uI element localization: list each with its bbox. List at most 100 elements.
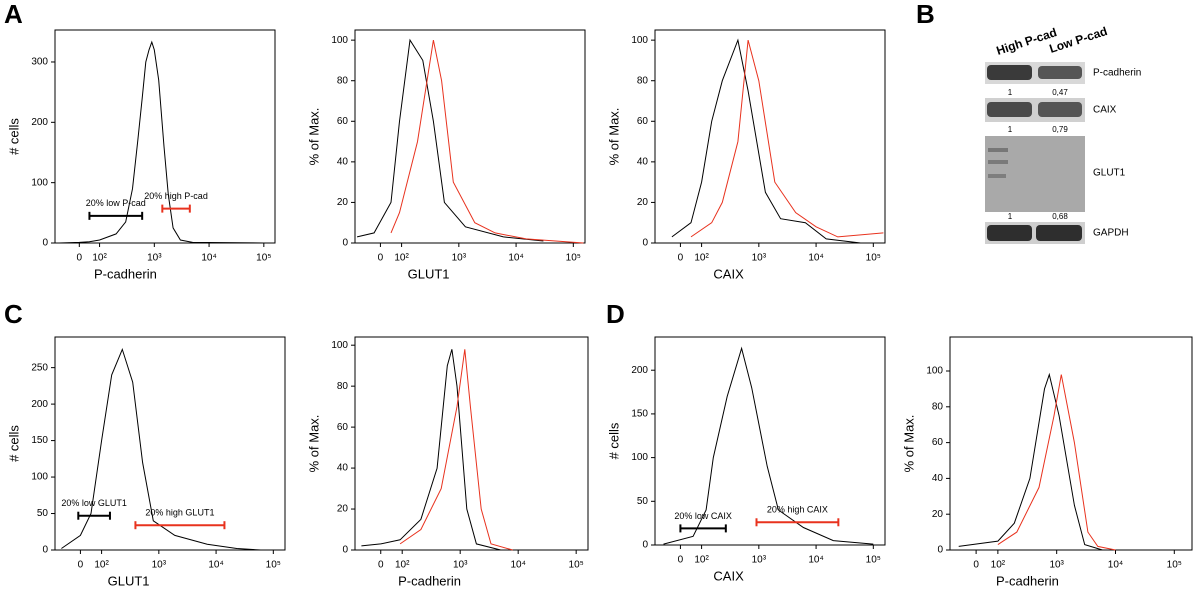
quant: 1 — [1008, 212, 1013, 221]
y-tick-label: 80 — [932, 401, 944, 412]
y-tick-label: 0 — [642, 238, 648, 249]
x-axis-label: P-cadherin — [94, 266, 157, 281]
y-tick-label: 60 — [932, 437, 944, 448]
x-tick-label: 10² — [694, 555, 709, 566]
gate-label: 20% low P-cad — [86, 198, 146, 208]
plot-frame — [54, 29, 276, 244]
band — [987, 102, 1032, 117]
x-tick-label: 10⁵ — [569, 560, 584, 571]
gate-label: 20% high GLUT1 — [145, 508, 214, 518]
x-tick-label: 10⁴ — [808, 555, 823, 566]
y-tick-label: 40 — [637, 156, 649, 167]
histogram-line — [663, 346, 874, 545]
y-tick-label: 80 — [337, 75, 349, 86]
histogram-line — [356, 38, 544, 242]
x-tick-label: 10⁵ — [1167, 560, 1182, 571]
x-axis-label: P-cadherin — [996, 573, 1059, 588]
x-axis-label: GLUT1 — [408, 266, 450, 281]
plot-frame — [654, 336, 886, 546]
y-tick-label: 40 — [932, 473, 944, 484]
y-tick-label: 100 — [631, 35, 648, 46]
x-tick-label: 10³ — [453, 560, 468, 571]
x-tick-label: 10⁵ — [256, 253, 271, 264]
plot-frame — [354, 336, 589, 551]
gate-label: 20% low GLUT1 — [61, 498, 127, 508]
panel-letter: C — [4, 299, 23, 329]
band — [988, 160, 1008, 164]
x-axis-label: CAIX — [713, 266, 744, 281]
panel-letter: B — [916, 0, 935, 29]
y-tick-label: 20 — [337, 504, 349, 515]
y-axis-label: # cells — [6, 425, 21, 462]
histogram-line — [958, 372, 1103, 551]
y-tick-label: 20 — [637, 197, 649, 208]
x-tick-label: 10⁴ — [808, 253, 823, 264]
x-tick-label: 10³ — [147, 253, 162, 264]
y-tick-label: 150 — [631, 409, 648, 420]
x-axis-label: CAIX — [713, 568, 744, 583]
y-tick-label: 300 — [31, 57, 48, 68]
y-tick-label: 50 — [37, 508, 49, 519]
x-tick-label: 10² — [92, 253, 107, 264]
band — [987, 65, 1032, 80]
y-tick-label: 200 — [31, 399, 48, 410]
y-tick-label: 0 — [42, 238, 48, 249]
x-tick-label: 10⁴ — [208, 560, 223, 571]
band — [987, 225, 1032, 241]
blot-label: GAPDH — [1093, 228, 1129, 239]
y-tick-label: 60 — [637, 116, 649, 127]
x-tick-label: 10² — [94, 560, 109, 571]
y-axis-label: % of Max. — [606, 108, 621, 166]
histogram-line — [671, 38, 861, 244]
y-tick-label: 100 — [331, 340, 348, 351]
y-axis-label: % of Max. — [901, 415, 916, 473]
band — [988, 174, 1006, 178]
x-tick-label: 10⁵ — [866, 555, 881, 566]
y-tick-label: 60 — [337, 116, 349, 127]
y-tick-label: 150 — [31, 435, 48, 446]
histogram-line — [997, 374, 1116, 551]
plot-frame — [949, 336, 1193, 551]
histogram-line — [61, 347, 261, 551]
x-tick-label: 10⁴ — [1108, 560, 1123, 571]
blot-label: P-cadherin — [1093, 68, 1141, 79]
quant: 0,47 — [1052, 88, 1068, 97]
quant: 0,68 — [1052, 212, 1068, 221]
x-tick-label: 0 — [78, 560, 84, 571]
y-tick-label: 0 — [342, 238, 348, 249]
y-tick-label: 100 — [331, 35, 348, 46]
y-tick-label: 80 — [637, 75, 649, 86]
y-tick-label: 80 — [337, 381, 349, 392]
quant: 0,79 — [1052, 125, 1068, 134]
y-tick-label: 100 — [631, 452, 648, 463]
histogram-line — [690, 39, 884, 238]
gate-label: 20% low CAIX — [674, 511, 732, 521]
y-tick-label: 20 — [932, 509, 944, 520]
y-axis-label: % of Max. — [306, 108, 321, 166]
histogram-line — [399, 349, 513, 551]
y-tick-label: 100 — [926, 366, 943, 377]
band — [1036, 225, 1082, 241]
y-tick-label: 0 — [42, 545, 48, 556]
x-tick-label: 10⁵ — [566, 253, 581, 264]
x-tick-label: 10⁴ — [508, 253, 523, 264]
x-tick-label: 0 — [678, 555, 684, 566]
y-tick-label: 100 — [31, 177, 48, 188]
x-tick-label: 0 — [378, 560, 384, 571]
y-tick-label: 40 — [337, 156, 349, 167]
quant: 1 — [1008, 125, 1013, 134]
blot-label: GLUT1 — [1093, 168, 1126, 179]
gate-label: 20% high P-cad — [144, 191, 208, 201]
panel-letter: D — [606, 299, 625, 329]
y-tick-label: 60 — [337, 422, 349, 433]
plot-frame — [654, 29, 886, 244]
x-tick-label: 0 — [378, 253, 384, 264]
x-axis-label: P-cadherin — [398, 573, 461, 588]
panel-letter: A — [4, 0, 23, 29]
y-tick-label: 0 — [937, 545, 943, 556]
western-blot: High P-cad Low P-cad P-cadherin 1 0,47 C… — [985, 24, 1141, 244]
y-tick-label: 20 — [337, 197, 349, 208]
band — [1038, 66, 1082, 79]
x-tick-label: 0 — [678, 253, 684, 264]
